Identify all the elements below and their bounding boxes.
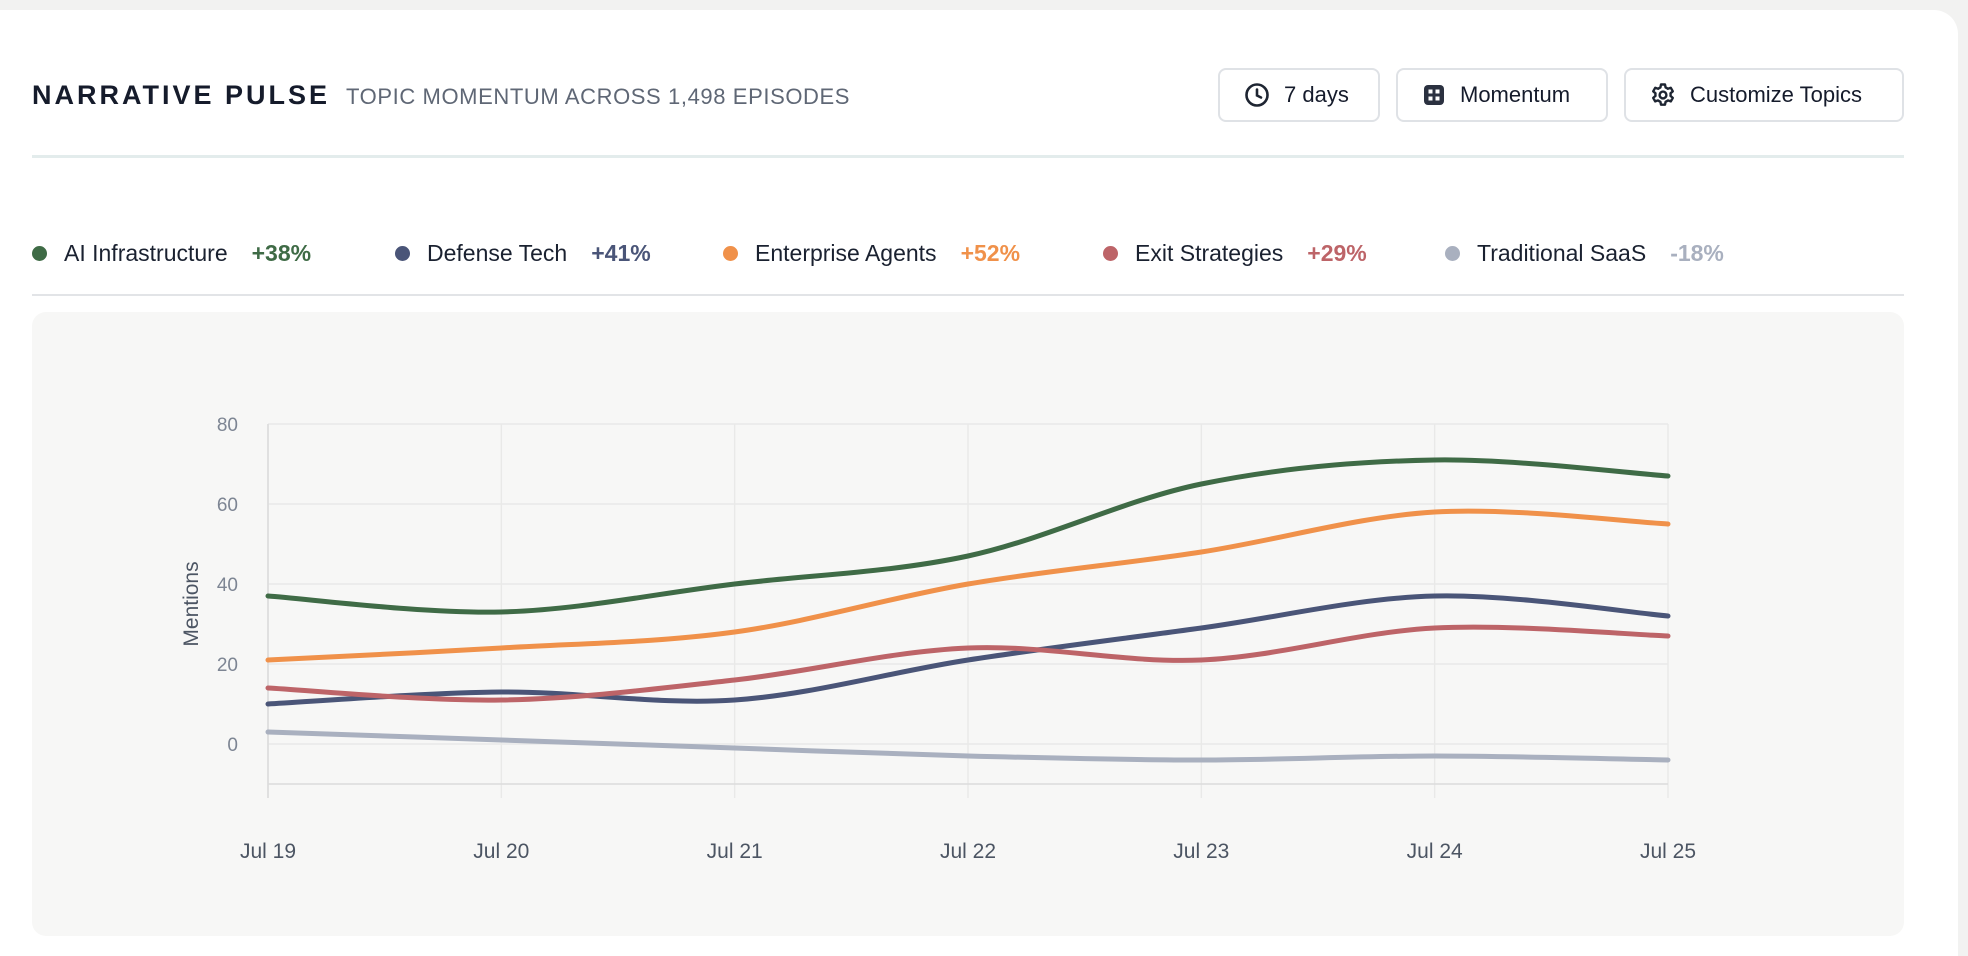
y-tick-label: 0 xyxy=(227,735,238,756)
y-tick-label: 20 xyxy=(217,655,238,676)
legend-change: -18% xyxy=(1670,239,1724,266)
clock-icon xyxy=(1245,83,1269,107)
time-range-button[interactable]: 7 days xyxy=(1218,68,1380,122)
x-tick-label: Jul 25 xyxy=(1640,840,1696,863)
card-header: NARRATIVE PULSE TOPIC MOMENTUM ACROSS 1,… xyxy=(32,68,1904,126)
legend-label: Defense Tech xyxy=(427,239,568,266)
momentum-view-label: Momentum xyxy=(1460,82,1571,107)
y-axis-title: Mentions xyxy=(180,561,203,646)
time-range-label: 7 days xyxy=(1284,82,1349,107)
legend-divider xyxy=(32,294,1904,296)
legend-label: Traditional SaaS xyxy=(1477,239,1647,266)
page-subtitle: TOPIC MOMENTUM ACROSS 1,498 EPISODES xyxy=(346,84,851,109)
series-line-traditional-saas xyxy=(265,729,1671,763)
narrative-pulse-card: NARRATIVE PULSE TOPIC MOMENTUM ACROSS 1,… xyxy=(0,10,1958,956)
legend-item-enterprise-agents[interactable]: Enterprise Agents +52% xyxy=(723,233,1020,273)
x-tick-label: Jul 24 xyxy=(1407,840,1463,863)
legend-change: +52% xyxy=(960,239,1021,266)
line-chart: 80 60 40 20 0 Jul 19 Jul 20 Jul 21 Jul 22 Jul 23 J… xyxy=(180,415,1696,863)
x-tick-label: Jul 20 xyxy=(473,840,529,863)
legend-change: +41% xyxy=(591,239,651,266)
legend-change: +29% xyxy=(1307,239,1367,266)
grid-icon xyxy=(1424,85,1444,105)
gear-icon xyxy=(1652,83,1674,106)
x-tick-label: Jul 19 xyxy=(240,840,296,863)
series-line-defense-tech xyxy=(265,593,1671,707)
y-tick-label: 80 xyxy=(217,415,238,436)
customize-topics-label: Customize Topics xyxy=(1690,82,1862,107)
momentum-view-button[interactable]: Momentum xyxy=(1396,68,1608,122)
legend-dot xyxy=(1445,245,1460,261)
customize-topics-button[interactable]: Customize Topics xyxy=(1624,68,1904,122)
legend-change: +38% xyxy=(251,239,312,266)
y-tick-label: 40 xyxy=(217,575,238,596)
page-title: NARRATIVE PULSE xyxy=(32,80,331,110)
y-tick-label: 60 xyxy=(217,495,238,516)
chart-panel: 80 60 40 20 0 Jul 19 Jul 20 Jul 21 Jul 22 Jul 23 J… xyxy=(32,312,1904,936)
legend-label: AI Infrastructure xyxy=(64,239,228,266)
chart-legend: AI Infrastructure +38% Defense Tech +41%… xyxy=(32,233,1904,273)
series-line-exit-strategies xyxy=(265,624,1671,703)
legend-item-defense-tech[interactable]: Defense Tech +41% xyxy=(395,233,651,273)
legend-item-exit-strategies[interactable]: Exit Strategies +29% xyxy=(1103,233,1367,273)
legend-item-traditional-saas[interactable]: Traditional SaaS -18% xyxy=(1445,233,1724,273)
legend-label: Enterprise Agents xyxy=(755,239,937,266)
legend-item-ai-infrastructure[interactable]: AI Infrastructure +38% xyxy=(32,233,311,273)
legend-label: Exit Strategies xyxy=(1135,239,1284,266)
x-tick-label: Jul 22 xyxy=(940,840,996,863)
series-line-enterprise-agents xyxy=(265,508,1671,663)
legend-dot xyxy=(32,245,47,261)
x-tick-label: Jul 23 xyxy=(1173,840,1229,863)
header-divider xyxy=(32,155,1904,158)
legend-dot xyxy=(395,245,410,261)
x-tick-label: Jul 21 xyxy=(707,840,763,863)
legend-dot xyxy=(1103,245,1118,261)
legend-dot xyxy=(723,245,738,261)
series-line-ai-infrastructure xyxy=(265,457,1671,615)
